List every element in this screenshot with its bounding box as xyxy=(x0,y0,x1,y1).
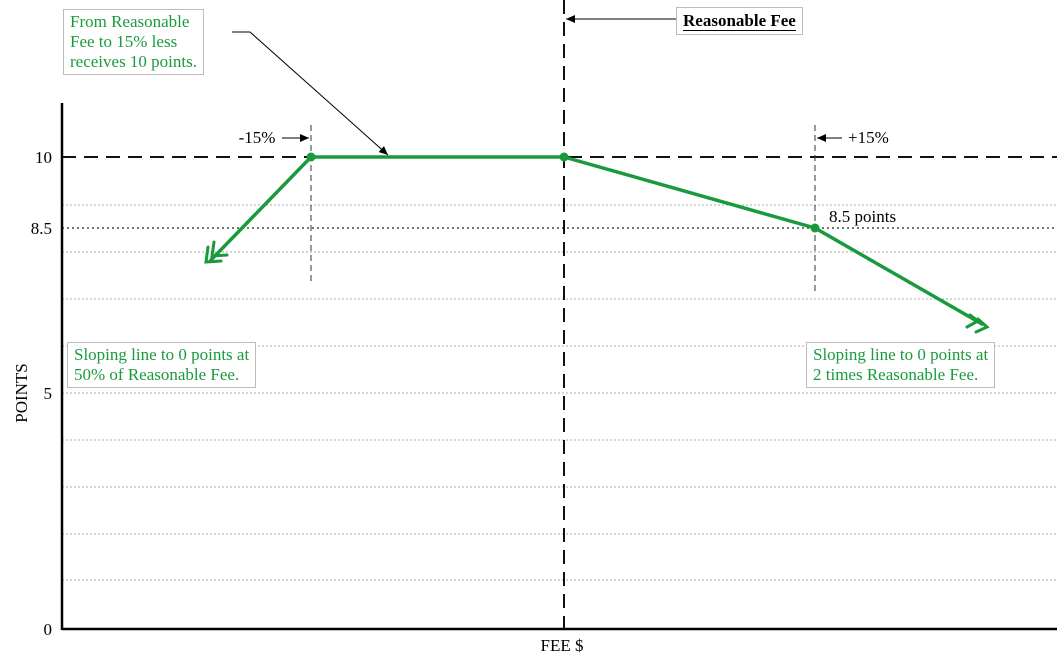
callout-leader xyxy=(232,31,389,156)
callout-line: Sloping line to 0 points at xyxy=(813,345,989,364)
y-tick-0: 0 xyxy=(44,620,53,639)
reasonable-fee-text: Reasonable Fee xyxy=(683,11,796,31)
point-plus-15 xyxy=(810,223,820,233)
plus-15-label: +15% xyxy=(848,128,889,147)
y-tick-8-5: 8.5 xyxy=(31,219,52,238)
left-slope-arrowhead xyxy=(204,240,229,264)
left-slope-segment xyxy=(209,155,313,262)
right-slope-segment xyxy=(813,226,984,326)
callout-top-left: From Reasonable Fee to 15% less receives… xyxy=(63,9,204,75)
y-tick-5: 5 xyxy=(44,384,53,403)
minus-15-label: -15% xyxy=(239,128,276,147)
callout-line: 2 times Reasonable Fee. xyxy=(813,365,979,384)
callout-line: 50% of Reasonable Fee. xyxy=(74,365,240,384)
reasonable-fee-label: Reasonable Fee xyxy=(676,7,803,35)
point-label-8-5: 8.5 points xyxy=(829,207,896,226)
callout-line: Fee to 15% less xyxy=(70,32,178,51)
callout-line: receives 10 points. xyxy=(70,52,197,71)
callout-left-slope: Sloping line to 0 points at 50% of Reaso… xyxy=(67,342,257,388)
point-reasonable-fee xyxy=(559,152,569,162)
right-slope-arrowhead xyxy=(965,313,990,334)
callout-right-slope: Sloping line to 0 points at 2 times Reas… xyxy=(806,342,996,388)
x-axis-label: FEE $ xyxy=(541,636,584,654)
callout-line: Sloping line to 0 points at xyxy=(74,345,250,364)
callout-line: From Reasonable xyxy=(70,12,190,31)
y-tick-10: 10 xyxy=(35,148,52,167)
right-drop-segment xyxy=(562,155,817,230)
score-curve xyxy=(209,155,984,326)
point-minus-15 xyxy=(306,152,316,162)
y-axis-label: POINTS xyxy=(12,363,31,423)
